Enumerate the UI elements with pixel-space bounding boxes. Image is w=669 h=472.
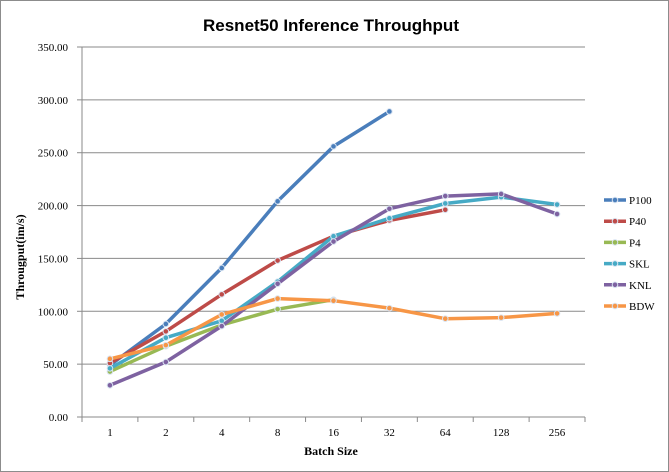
data-point-bdw: [162, 341, 170, 349]
data-point-skl: [106, 365, 114, 372]
data-point-knl: [106, 381, 114, 389]
legend-label-skl: SKL: [629, 259, 650, 271]
data-point-knl: [441, 192, 449, 200]
x-tick-label: 32: [384, 427, 395, 439]
data-point-skl: [162, 334, 170, 342]
data-point-knl: [553, 210, 561, 218]
series-line-p4: [108, 297, 336, 374]
x-tick-label: 8: [275, 427, 281, 439]
y-tick-label: 200.00: [38, 201, 69, 213]
data-point-bdw: [218, 311, 226, 318]
legend-label-p40: P40: [629, 216, 647, 228]
data-point-bdw: [386, 304, 393, 312]
data-point-bdw: [553, 310, 561, 317]
data-point-p100: [274, 198, 281, 205]
legend-marker-p100: [611, 196, 619, 204]
legend-label-p100: P100: [629, 195, 652, 207]
data-point-knl: [162, 358, 170, 366]
x-tick-label: 4: [219, 427, 225, 439]
legend-marker-knl: [611, 281, 619, 289]
data-point-knl: [330, 238, 337, 245]
data-point-knl: [274, 280, 281, 288]
data-point-skl: [553, 201, 561, 208]
data-point-p40: [274, 257, 281, 264]
y-tick-label: 100.00: [38, 306, 69, 318]
data-point-knl: [386, 205, 393, 213]
x-tick-label: 128: [493, 427, 510, 439]
legend-marker-skl: [611, 260, 619, 267]
y-tick-label: 250.00: [38, 148, 69, 160]
axes: 0.00 50.00 100.00 150.00 200.00 250.00 300.00 3…: [38, 42, 586, 439]
y-tick-label: 300.00: [38, 95, 69, 107]
series-line-knl: [108, 192, 559, 388]
legend-label-p4: P4: [629, 237, 641, 249]
y-tick-label: 350.00: [38, 42, 69, 54]
y-tick-label: 50.00: [43, 359, 68, 371]
data-point-skl: [386, 214, 393, 222]
data-point-bdw: [330, 297, 337, 305]
y-tick-label: 0.00: [49, 412, 69, 424]
legend: P100 P40 P4 SKL KNL BDW: [604, 195, 655, 313]
data-point-p100: [218, 264, 226, 272]
data-point-p40: [441, 206, 449, 214]
legend-marker-p4: [611, 239, 619, 246]
data-point-bdw: [497, 314, 505, 321]
legend-marker-p40: [611, 217, 619, 225]
data-point-bdw: [274, 295, 281, 302]
chart-title: Resnet50 Inference Throughput: [203, 16, 459, 35]
x-tick-label: 256: [549, 427, 566, 439]
data-point-knl: [218, 322, 226, 330]
data-point-p4: [274, 305, 281, 313]
series-line-bdw: [108, 296, 559, 361]
data-point-bdw: [106, 355, 114, 363]
y-tick-label: 150.00: [38, 253, 69, 265]
y-axis-title: Througput(im/s): [13, 214, 27, 299]
data-point-p100: [386, 108, 393, 115]
legend-label-bdw: BDW: [629, 301, 655, 313]
data-point-bdw: [441, 315, 449, 322]
x-axis-title: Batch Size: [304, 444, 358, 458]
data-point-p100: [330, 143, 337, 150]
legend-label-knl: KNL: [629, 280, 652, 292]
x-tick-label: 64: [440, 427, 452, 439]
x-tick-label: 2: [163, 427, 169, 439]
data-point-p40: [162, 328, 170, 335]
series-lines: [106, 108, 561, 389]
data-point-skl: [330, 232, 337, 240]
x-tick-label: 16: [328, 427, 340, 439]
data-point-p40: [218, 291, 226, 298]
data-point-knl: [497, 190, 505, 198]
series-line-p100: [108, 109, 392, 367]
data-point-p100: [162, 320, 170, 328]
legend-marker-bdw: [611, 302, 619, 310]
data-point-skl: [441, 200, 449, 207]
x-tick-label: 1: [107, 427, 113, 439]
